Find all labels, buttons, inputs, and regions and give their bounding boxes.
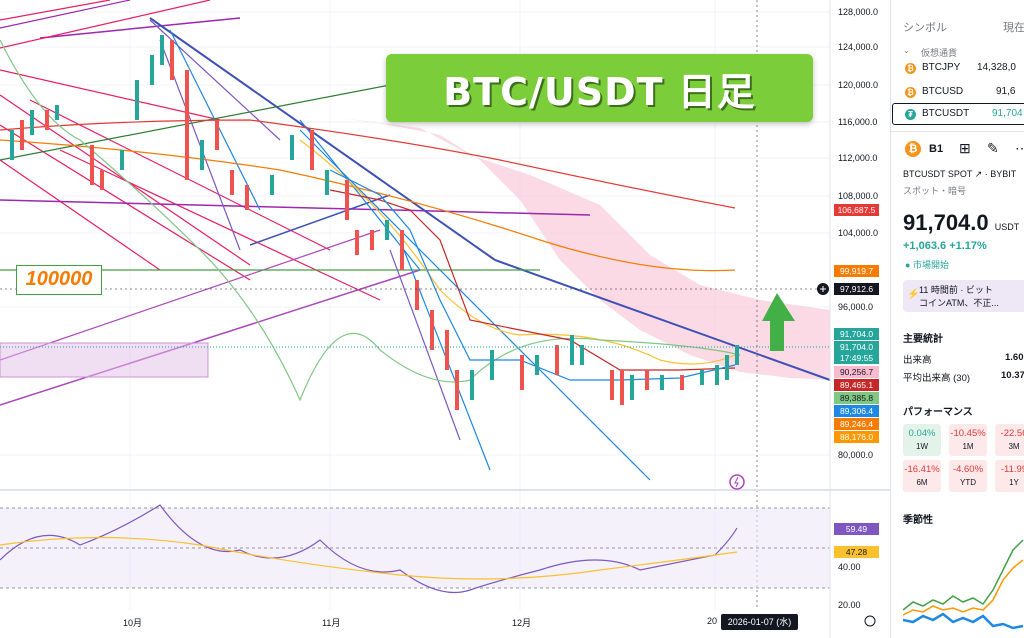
seasonality-chart[interactable] <box>903 530 1024 638</box>
price-column-header[interactable]: 現在 <box>1003 22 1024 34</box>
price-tag: 89,385.8 <box>834 392 879 404</box>
rsi-axis-label: 40.00 <box>838 562 861 572</box>
performance-ytd[interactable]: -4.60% YTD <box>949 460 987 492</box>
watchlist-panel: シンボル 現在 ⌄ 仮想通貨 ₿ BTCJPY 14,328,0 ₿ BTCUS… <box>890 0 1024 638</box>
price-axis-label: 116,000.0 <box>838 117 878 127</box>
price-axis-label: 104,000.0 <box>838 228 879 238</box>
rsi-ma-tag: 47.28 <box>834 546 879 558</box>
rsi-axis-label: 20.00 <box>838 600 861 610</box>
up-arrow-icon <box>762 293 795 351</box>
watchlist-price: 91,704 <box>992 108 1023 119</box>
news-banner[interactable]: ⚡ 11 時間前 · ビット コインATM、不正... <box>903 280 1024 312</box>
price-tag: 89,306.4 <box>834 405 879 417</box>
price-tag: 99,919.7 <box>834 265 879 277</box>
candlesticks <box>10 35 739 410</box>
symbol-code: B1 <box>929 143 944 155</box>
watchlist-price: 91,6 <box>996 86 1016 97</box>
price-axis-label: 120,000.0 <box>838 80 879 90</box>
watchlist-price: 14,328,0 <box>977 62 1016 73</box>
price-axis-label: 96,000.0 <box>838 302 874 312</box>
price-tag: 89,465.1 <box>834 379 879 391</box>
countdown-tag: 17:49:55 <box>834 352 879 364</box>
price-chart[interactable]: 128,000.0 124,000.0 120,000.0 116,000.0 … <box>0 0 890 638</box>
performance-1y[interactable]: -11.991Y <box>995 460 1024 492</box>
symbol-column-header[interactable]: シンボル <box>903 22 947 34</box>
last-price: 91,704.0 USDT <box>903 210 1020 235</box>
ma-orange-line <box>0 139 736 272</box>
crosshair-date-tooltip: 2026-01-07 (水) <box>721 614 798 630</box>
more-icon[interactable]: ⋯ <box>1015 140 1024 157</box>
title-banner: BTC/USDT 日足 <box>386 54 813 122</box>
date-axis-label: 20 <box>707 616 718 626</box>
performance-1w[interactable]: 0.04% 1W <box>903 424 941 456</box>
bitcoin-icon: ₿ <box>905 141 921 157</box>
price-axis-label: 112,000.0 <box>838 153 878 163</box>
support-zone <box>0 342 209 378</box>
bitcoin-icon: ₿ <box>905 87 916 98</box>
price-tag: 90,256.7 <box>834 366 879 378</box>
performance-1m[interactable]: -10.45% 1M <box>949 424 987 456</box>
title-text: BTC/USDT 日足 <box>443 69 756 114</box>
rsi-line <box>0 504 738 594</box>
rsi-value-tag: 59.49 <box>834 523 879 535</box>
lightning-icon <box>729 474 745 490</box>
news-text-line2: コインATM、不正... <box>919 298 999 308</box>
ma-yellow-line <box>299 139 736 365</box>
performance-title: パフォーマンス <box>903 407 973 418</box>
date-axis-label: 10月 <box>123 618 143 628</box>
grid-icon[interactable]: ⊞ <box>959 140 971 156</box>
price-axis-label: 124,000.0 <box>838 42 879 52</box>
watchlist-symbol: BTCUSDT <box>922 108 970 119</box>
current-price-tag: 91,704.0 <box>834 341 879 353</box>
seasonality-title: 季節性 <box>903 515 933 526</box>
kijun-line <box>329 189 736 371</box>
rsi-ma-line <box>0 536 738 580</box>
ma-red-line <box>0 119 736 209</box>
price-axis-label: 80,000.0 <box>838 450 874 460</box>
market-status: ● 市場開始 <box>905 260 949 270</box>
date-axis-label: 12月 <box>512 618 532 628</box>
date-axis-label: 11月 <box>322 618 341 628</box>
avg-volume-label: 平均出来高 (30) <box>903 373 971 384</box>
chart-canvas[interactable] <box>0 0 890 638</box>
price-tag: 97,912.6 <box>834 283 879 295</box>
performance-6m[interactable]: -16.41% 6M <box>903 460 941 492</box>
exchange-label[interactable]: BTCUSDT SPOT ↗ · BYBIT <box>903 169 1017 179</box>
avg-volume-value: 10.37 <box>1001 370 1024 381</box>
edit-icon[interactable]: ✎ <box>987 140 999 156</box>
price-tag: 89,246.4 <box>834 418 879 430</box>
watchlist-row-selected[interactable]: ₮ BTCUSDT 91,704 <box>892 103 1024 125</box>
watchlist-symbol: BTCJPY <box>922 62 961 73</box>
price-tag: 91,704.0 <box>834 328 879 340</box>
key-stats-title: 主要統計 <box>903 334 943 345</box>
news-icon: ⚡ <box>907 289 920 300</box>
tenkan-line <box>329 169 736 381</box>
category-label: スポット・暗号 <box>903 186 967 196</box>
price-tag: 88,176.0 <box>834 431 879 443</box>
ichimoku-cloud <box>340 118 830 380</box>
news-text-line1: 11 時間前 · ビット <box>919 285 993 295</box>
settings-icon <box>864 615 876 627</box>
volume-value: 1.60 <box>1005 352 1024 363</box>
watchlist-group-label[interactable]: 仮想通貨 <box>921 48 958 58</box>
price-tag: 106,687.5 <box>834 204 879 216</box>
performance-3m[interactable]: -22.563M <box>995 424 1024 456</box>
price-change: +1,063.6 +1.17% <box>903 240 987 252</box>
tether-icon: ₮ <box>905 109 916 120</box>
group-chevron-icon[interactable]: ⌄ <box>903 46 910 55</box>
price-axis-label: 128,000.0 <box>838 7 879 17</box>
price-axis-label: 108,000.0 <box>838 191 879 201</box>
volume-label: 出来高 <box>903 355 932 366</box>
price-annotation-label[interactable]: 100000 <box>16 265 102 295</box>
bitcoin-icon: ₿ <box>905 63 916 74</box>
watchlist-symbol: BTCUSD <box>922 86 964 97</box>
chikou-green-line <box>0 39 741 402</box>
